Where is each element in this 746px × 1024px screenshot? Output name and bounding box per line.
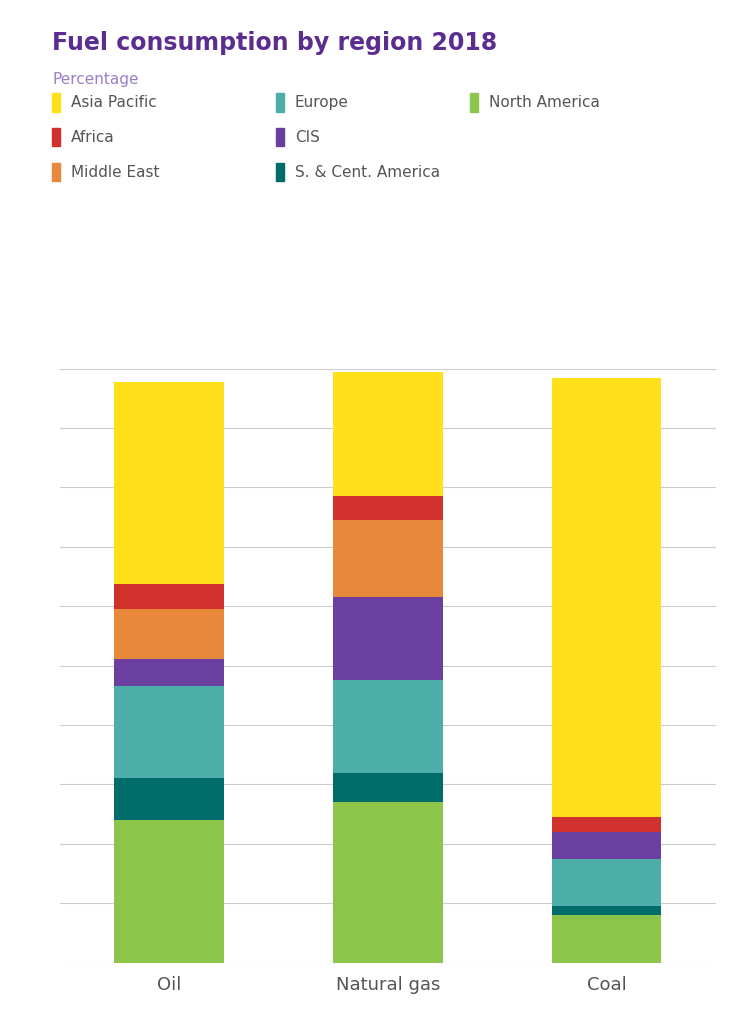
- Bar: [552, 858, 662, 906]
- Text: Fuel consumption by region 2018: Fuel consumption by region 2018: [52, 31, 498, 54]
- Text: Middle East: Middle East: [71, 165, 160, 179]
- Bar: [333, 802, 442, 963]
- Bar: [552, 906, 662, 915]
- Text: Europe: Europe: [295, 95, 348, 110]
- Bar: [333, 520, 442, 597]
- Bar: [552, 378, 662, 817]
- Text: North America: North America: [489, 95, 600, 110]
- Bar: [552, 817, 662, 831]
- Bar: [552, 915, 662, 963]
- Bar: [333, 497, 442, 520]
- Bar: [114, 382, 224, 584]
- Text: S. & Cent. America: S. & Cent. America: [295, 165, 440, 179]
- Bar: [333, 681, 442, 772]
- Bar: [333, 372, 442, 497]
- Bar: [114, 778, 224, 820]
- Bar: [114, 584, 224, 608]
- Text: CIS: CIS: [295, 130, 319, 144]
- Bar: [114, 820, 224, 963]
- Bar: [114, 608, 224, 659]
- Bar: [333, 772, 442, 802]
- Bar: [114, 686, 224, 778]
- Text: Asia Pacific: Asia Pacific: [71, 95, 157, 110]
- Text: Africa: Africa: [71, 130, 115, 144]
- Bar: [552, 831, 662, 858]
- Text: Percentage: Percentage: [52, 72, 139, 87]
- Bar: [333, 597, 442, 681]
- Bar: [114, 659, 224, 686]
